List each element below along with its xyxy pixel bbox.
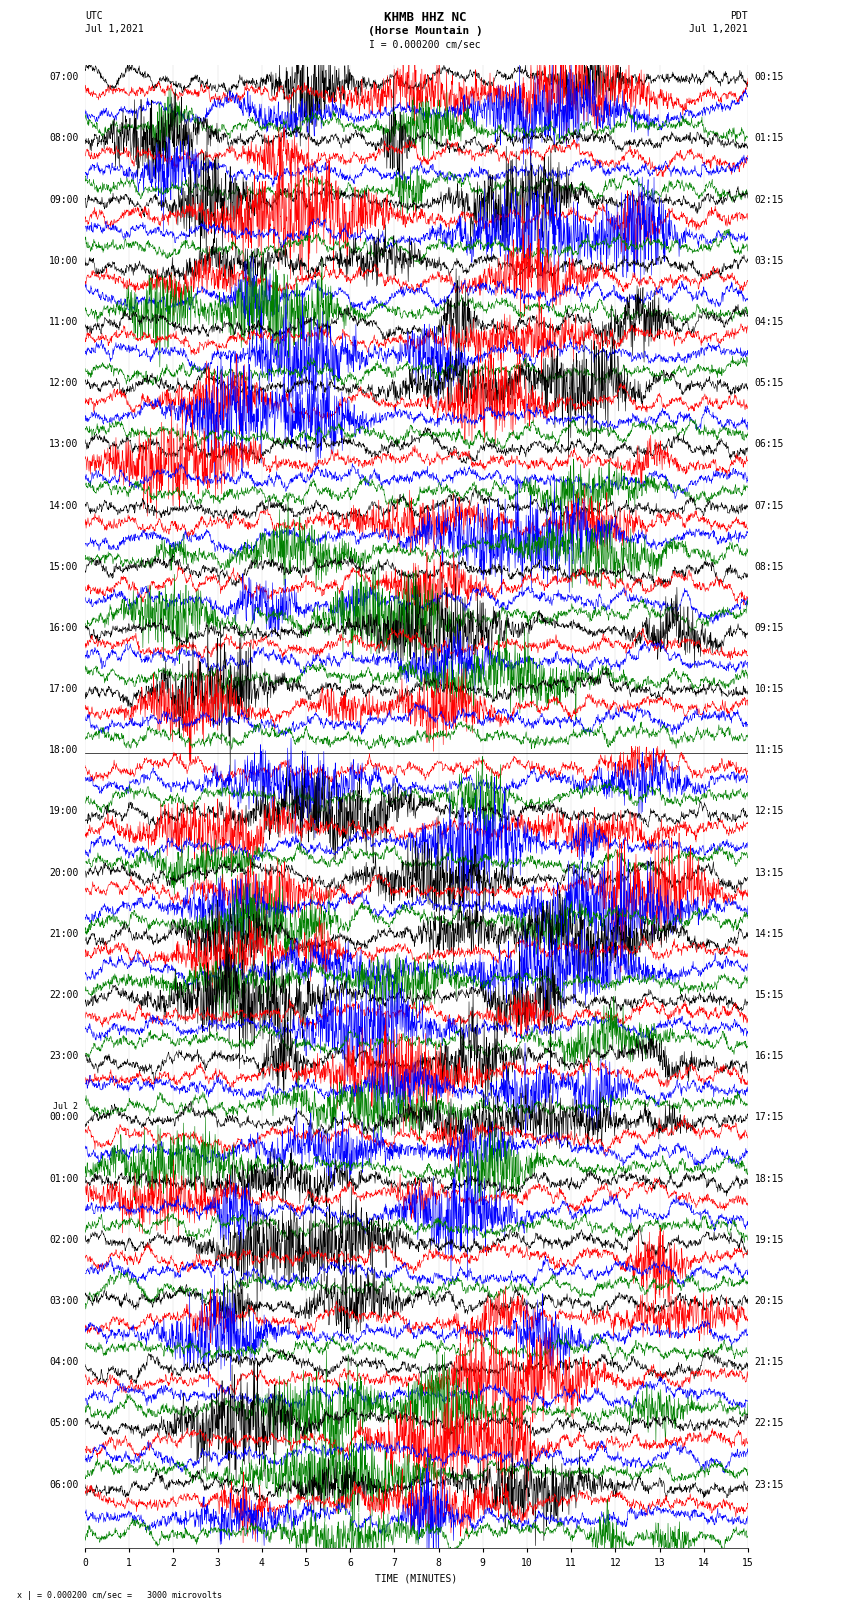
Text: 00:00: 00:00	[49, 1113, 78, 1123]
Text: 06:00: 06:00	[49, 1479, 78, 1490]
Text: 16:15: 16:15	[755, 1052, 784, 1061]
Text: 03:15: 03:15	[755, 256, 784, 266]
Text: 22:00: 22:00	[49, 990, 78, 1000]
Text: 07:00: 07:00	[49, 73, 78, 82]
Text: 18:15: 18:15	[755, 1174, 784, 1184]
Text: 02:00: 02:00	[49, 1236, 78, 1245]
Text: 23:00: 23:00	[49, 1052, 78, 1061]
Text: PDT: PDT	[730, 11, 748, 21]
Text: 01:15: 01:15	[755, 134, 784, 144]
Text: Jul 1,2021: Jul 1,2021	[85, 24, 144, 34]
Text: 14:00: 14:00	[49, 500, 78, 511]
Text: UTC: UTC	[85, 11, 103, 21]
Text: 12:15: 12:15	[755, 806, 784, 816]
Text: 00:15: 00:15	[755, 73, 784, 82]
Text: 06:15: 06:15	[755, 439, 784, 450]
Text: 07:15: 07:15	[755, 500, 784, 511]
Text: 17:00: 17:00	[49, 684, 78, 694]
Text: x | = 0.000200 cm/sec =   3000 microvolts: x | = 0.000200 cm/sec = 3000 microvolts	[17, 1590, 222, 1600]
Text: (Horse Mountain ): (Horse Mountain )	[367, 26, 483, 35]
Text: 10:00: 10:00	[49, 256, 78, 266]
Text: 19:00: 19:00	[49, 806, 78, 816]
Text: 09:15: 09:15	[755, 623, 784, 632]
Text: Jul 2: Jul 2	[54, 1102, 78, 1111]
Text: 04:00: 04:00	[49, 1357, 78, 1368]
Text: 11:15: 11:15	[755, 745, 784, 755]
Text: I = 0.000200 cm/sec: I = 0.000200 cm/sec	[369, 40, 481, 50]
Text: 23:15: 23:15	[755, 1479, 784, 1490]
Text: 15:00: 15:00	[49, 561, 78, 571]
Text: 22:15: 22:15	[755, 1418, 784, 1429]
Text: 15:15: 15:15	[755, 990, 784, 1000]
Text: 13:00: 13:00	[49, 439, 78, 450]
Text: 11:00: 11:00	[49, 316, 78, 327]
X-axis label: TIME (MINUTES): TIME (MINUTES)	[376, 1573, 457, 1582]
Text: 12:00: 12:00	[49, 377, 78, 389]
Text: 08:15: 08:15	[755, 561, 784, 571]
Text: 05:00: 05:00	[49, 1418, 78, 1429]
Text: 02:15: 02:15	[755, 195, 784, 205]
Text: 09:00: 09:00	[49, 195, 78, 205]
Text: Jul 1,2021: Jul 1,2021	[689, 24, 748, 34]
Text: KHMB HHZ NC: KHMB HHZ NC	[383, 11, 467, 24]
Text: 08:00: 08:00	[49, 134, 78, 144]
Text: 19:15: 19:15	[755, 1236, 784, 1245]
Text: 10:15: 10:15	[755, 684, 784, 694]
Text: 21:15: 21:15	[755, 1357, 784, 1368]
Text: 14:15: 14:15	[755, 929, 784, 939]
Text: 03:00: 03:00	[49, 1297, 78, 1307]
Text: 04:15: 04:15	[755, 316, 784, 327]
Text: 20:15: 20:15	[755, 1297, 784, 1307]
Text: 18:00: 18:00	[49, 745, 78, 755]
Text: 16:00: 16:00	[49, 623, 78, 632]
Text: 13:15: 13:15	[755, 868, 784, 877]
Text: 01:00: 01:00	[49, 1174, 78, 1184]
Text: 21:00: 21:00	[49, 929, 78, 939]
Text: 17:15: 17:15	[755, 1113, 784, 1123]
Text: 05:15: 05:15	[755, 377, 784, 389]
Text: 20:00: 20:00	[49, 868, 78, 877]
